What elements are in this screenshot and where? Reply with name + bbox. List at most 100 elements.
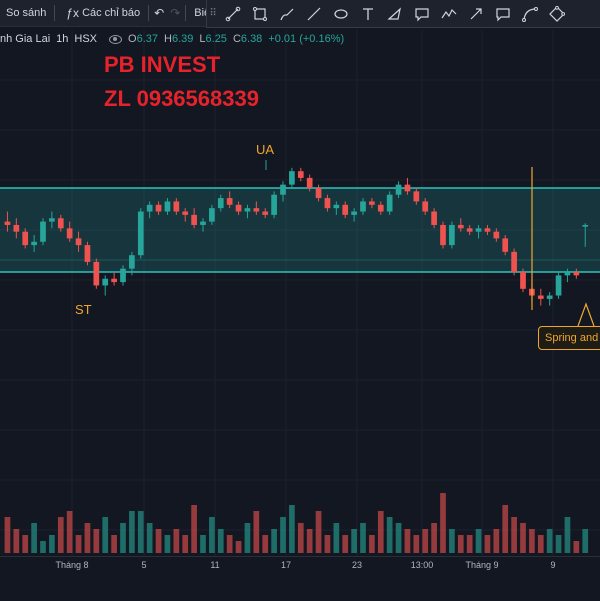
curve-icon[interactable]	[516, 1, 543, 27]
ua-label[interactable]: UA	[256, 142, 275, 157]
watermark-line1: PB INVEST	[104, 52, 221, 77]
x-tick: 17	[280, 560, 292, 570]
candle-body	[244, 208, 251, 212]
volume-bar	[395, 523, 402, 553]
volume-bar	[377, 511, 384, 553]
volume-bar	[449, 529, 455, 553]
candle-body	[315, 188, 322, 199]
volume-bar	[271, 529, 277, 553]
candle-body	[422, 201, 429, 212]
symbol-name[interactable]: nh Gia Lai	[0, 33, 51, 45]
spring-callout[interactable]: Spring and	[538, 326, 600, 350]
volume-bar	[324, 535, 331, 553]
volume-bar	[4, 517, 11, 553]
ellipse-icon[interactable]	[327, 1, 354, 27]
drag-handle-icon[interactable]: ⠿	[209, 8, 217, 19]
indicators-button[interactable]: ƒx Các chỉ báo	[57, 0, 146, 26]
line-icon[interactable]	[300, 1, 327, 27]
rotated-rectangle-icon[interactable]	[543, 1, 570, 27]
candle-body	[253, 208, 260, 212]
candle-body	[484, 228, 491, 232]
triangle-pattern-icon[interactable]	[381, 1, 408, 27]
candle-body	[564, 272, 571, 276]
candle-body	[57, 218, 64, 229]
candle-body	[351, 211, 357, 215]
volume-bar	[13, 529, 20, 553]
candle-body	[13, 224, 20, 232]
candle-body	[49, 218, 55, 222]
candle-body	[377, 204, 384, 212]
volume-bar	[280, 517, 286, 553]
volume-bar	[306, 529, 313, 553]
volume-bar	[573, 541, 580, 553]
callout-icon[interactable]	[408, 1, 435, 27]
volume-bar	[351, 529, 357, 553]
volume-bar	[582, 529, 589, 553]
undo-icon[interactable]: ↶	[154, 6, 165, 20]
volume-bar	[537, 535, 544, 553]
volume-bar	[297, 523, 304, 553]
drawing-toolbar: ⠿	[206, 0, 600, 28]
eye-icon[interactable]	[109, 34, 123, 44]
symbol-legend: nh Gia Lai 1h HSX O 6.37 H 6.39 L 6.25 C 6.3…	[0, 33, 345, 45]
close-value: 6.38	[240, 33, 263, 45]
volume-bar	[173, 529, 180, 553]
volume-bar	[235, 541, 242, 553]
candle-body	[120, 268, 126, 283]
volume-bar	[253, 511, 260, 553]
volume-bar	[369, 535, 375, 553]
candle-body	[84, 245, 91, 262]
candle-body	[324, 198, 331, 209]
compare-button[interactable]: So sánh	[6, 7, 47, 19]
volume-bar	[182, 535, 189, 553]
volume-bar	[262, 535, 269, 553]
volume-bar	[209, 517, 215, 553]
trend-line-icon[interactable]	[219, 1, 246, 27]
volume-bar	[475, 529, 482, 553]
volume-bar	[129, 511, 135, 553]
candle-body	[520, 272, 526, 289]
x-tick: 23	[351, 560, 363, 570]
interval[interactable]: 1h	[56, 33, 69, 45]
candle-body	[209, 208, 215, 222]
candle-body	[217, 198, 224, 209]
candle-body	[129, 255, 135, 269]
volume-bar	[502, 505, 509, 553]
polyline-icon[interactable]	[435, 1, 462, 27]
note-icon[interactable]	[489, 1, 516, 27]
volume-bar	[386, 517, 393, 553]
fx-icon: ƒx	[66, 6, 80, 20]
candle-body	[333, 204, 340, 209]
volume-bar	[120, 523, 126, 553]
brush-icon[interactable]	[273, 1, 300, 27]
volume-bar	[217, 529, 224, 553]
candle-body	[271, 194, 277, 215]
candle-body	[413, 191, 420, 202]
volume-bar	[289, 505, 295, 553]
volume-bar	[342, 535, 349, 553]
candle-body	[289, 171, 295, 185]
volume-bar	[200, 535, 206, 553]
x-tick: 5	[141, 560, 147, 570]
arrow-icon[interactable]	[462, 1, 489, 27]
volume-bar	[40, 541, 46, 553]
candle-body	[4, 221, 11, 225]
time-axis[interactable]: Tháng 8 5 11 17 23 13:00 Tháng 9 9	[0, 556, 600, 601]
volume-bar	[226, 535, 233, 553]
volume-bar	[529, 529, 535, 553]
redo-icon[interactable]: ↷	[170, 6, 181, 20]
volume-bar	[484, 535, 491, 553]
volume-bar	[564, 517, 571, 553]
volume-bar	[31, 523, 37, 553]
text-icon[interactable]	[354, 1, 381, 27]
rectangle-icon[interactable]	[246, 1, 273, 27]
x-tick: 9	[550, 560, 556, 570]
x-tick: Tháng 8	[55, 560, 89, 570]
volume-bar	[413, 535, 420, 553]
trading-range-box	[0, 188, 600, 272]
st-label[interactable]: ST	[75, 302, 92, 317]
volume-bar	[57, 517, 64, 553]
volume-bar	[75, 535, 82, 553]
candle-body	[93, 261, 100, 286]
